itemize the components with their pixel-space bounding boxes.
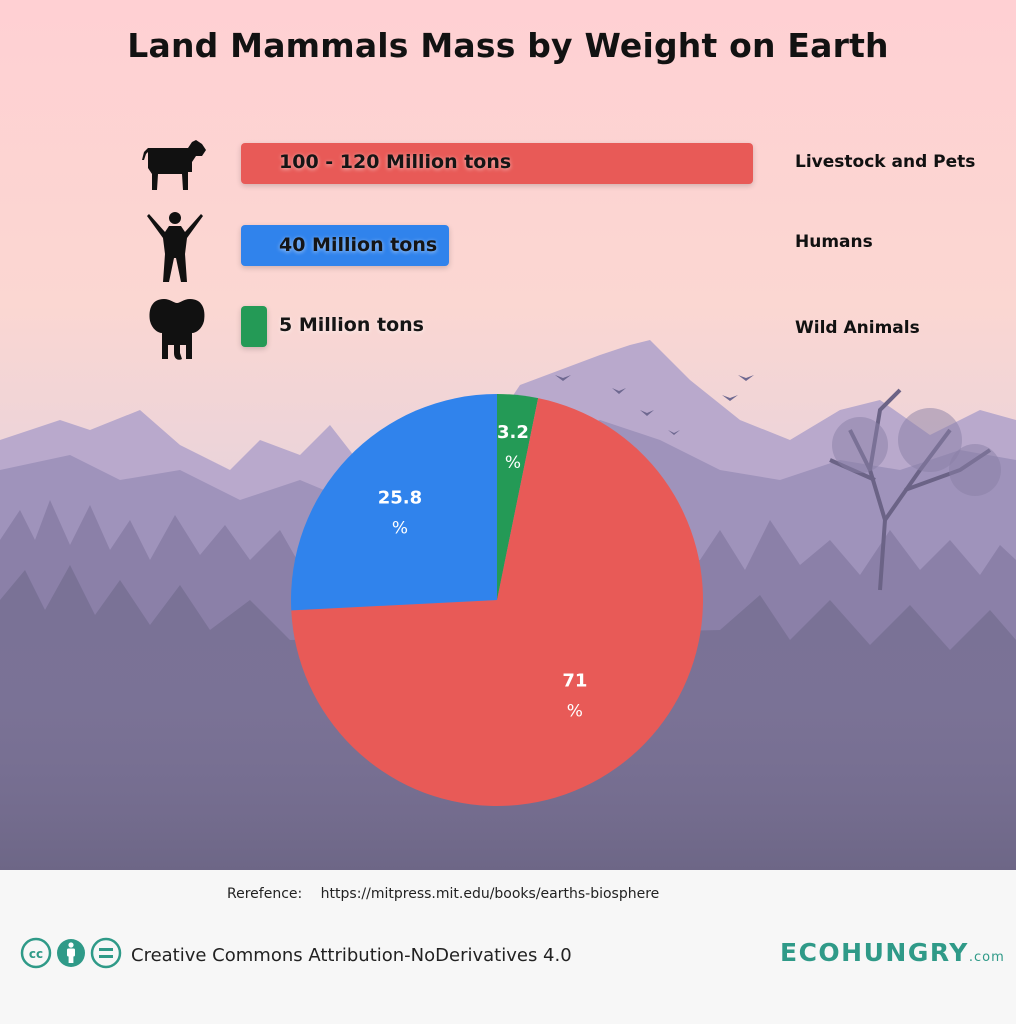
footer	[0, 870, 1016, 1024]
pie-label-value-livestock-and-pets: 71	[562, 671, 587, 692]
pie-slice-livestock-and-pets	[291, 398, 703, 806]
bar-value-humans: 40 Million tons	[279, 234, 438, 256]
pie-slice-humans	[291, 394, 497, 611]
person-icon	[147, 212, 203, 282]
category-label-humans: Humans	[795, 232, 873, 252]
bar-livestock-and-pets	[241, 143, 753, 184]
no-derivatives-icon	[90, 937, 122, 969]
brand-suffix: .com	[968, 950, 1005, 965]
attribution-icon	[57, 939, 85, 967]
bar-humans	[241, 225, 449, 266]
pie-slice-wild-animals	[497, 394, 539, 600]
brand-logo: ECOHUNGRY.com	[780, 938, 1005, 967]
chart-title: Land Mammals Mass by Weight on Earth	[127, 26, 889, 65]
category-label-livestock: Livestock and Pets	[795, 152, 976, 172]
pie-label-unit-wild-animals: %	[505, 453, 521, 473]
license-text: Creative Commons Attribution-NoDerivativ…	[131, 945, 572, 966]
bar-value-wild: 5 Million tons	[279, 314, 424, 336]
category-label-wild: Wild Animals	[795, 318, 920, 338]
license-icons: cc	[20, 937, 122, 969]
svg-text:cc: cc	[29, 947, 43, 961]
reference-label: Rerefence:	[227, 886, 303, 902]
cow-icon	[142, 140, 206, 190]
bar-value-livestock: 100 - 120 Million tons	[279, 151, 512, 173]
infographic-canvas: Land Mammals Mass by Weight on Earth 100…	[0, 0, 1016, 870]
reference-link[interactable]: https://mitpress.mit.edu/books/earths-bi…	[320, 886, 660, 902]
pie-label-unit-humans: %	[392, 519, 408, 539]
pie-label-unit-livestock-and-pets: %	[567, 702, 583, 722]
pie-chart: 3.2% 71% 25.8%	[291, 394, 703, 806]
reference-line: Rerefence: https://mitpress.mit.edu/book…	[227, 886, 659, 902]
elephant-icon	[149, 299, 205, 360]
bar-wild-animals	[241, 306, 267, 347]
cc-icon: cc	[20, 937, 52, 969]
pie-label-value-wild-animals: 3.2	[497, 422, 529, 443]
pie-label-value-humans: 25.8	[378, 488, 422, 509]
brand-name: ECOHUNGRY	[780, 938, 969, 967]
